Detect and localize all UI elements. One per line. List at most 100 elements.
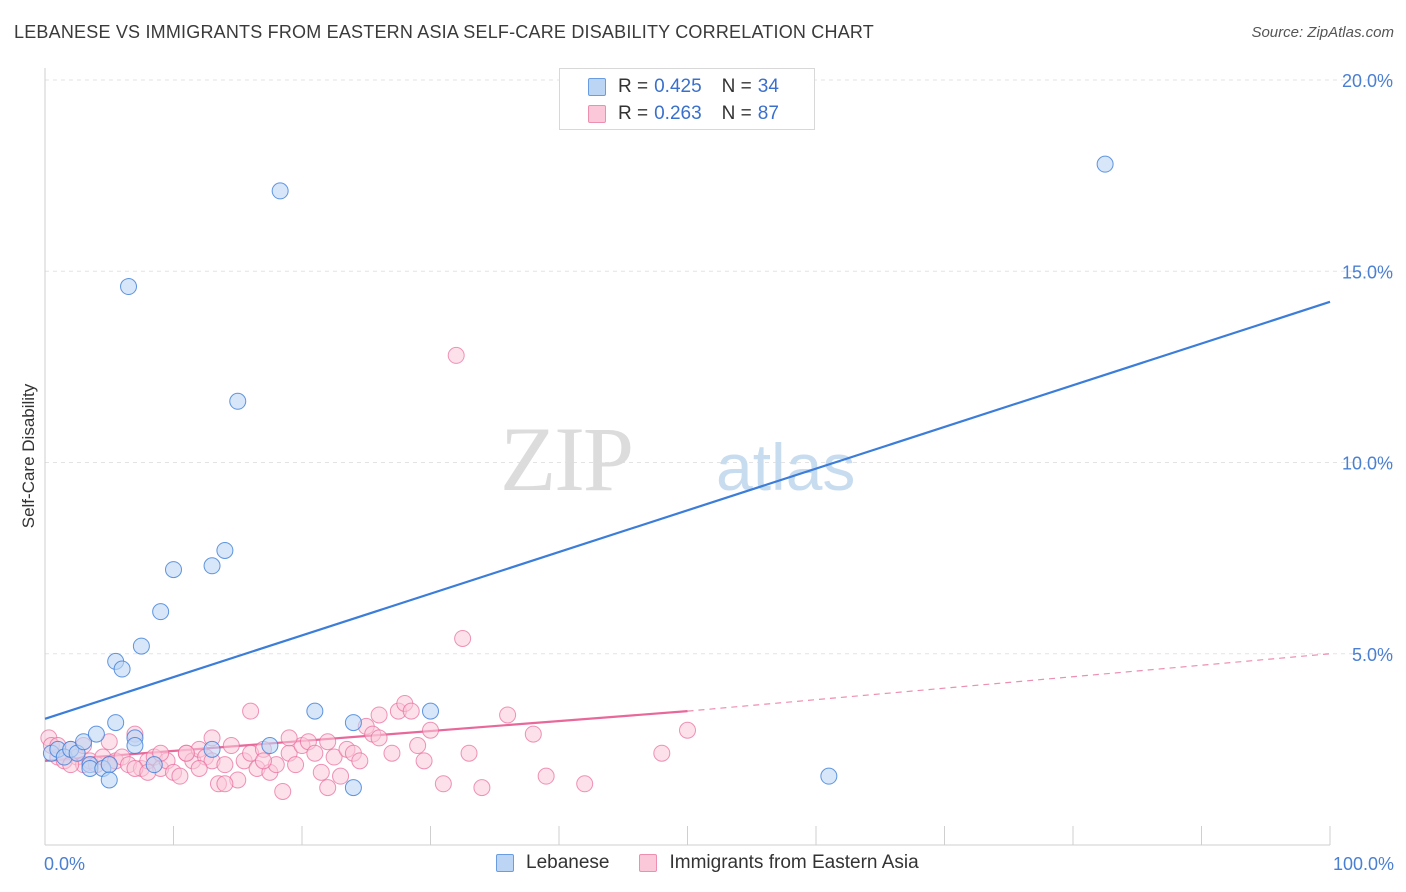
y-tick-label: 15.0% (1342, 262, 1393, 282)
data-point-immigrants (524, 725, 542, 743)
x-tick-label: 100.0% (1333, 854, 1394, 874)
legend-item-immigrants: Immigrants from Eastern Asia (639, 852, 919, 874)
data-point-immigrants (319, 779, 337, 797)
data-point-lebanese (271, 182, 289, 200)
data-point-lebanese (132, 637, 150, 655)
data-point-lebanese (87, 725, 105, 743)
legend-r-value: 0.425 (654, 76, 702, 97)
data-point-lebanese (75, 733, 93, 751)
data-point-immigrants (415, 752, 433, 770)
data-point-immigrants (274, 782, 292, 800)
data-point-lebanese (422, 702, 439, 720)
data-point-immigrants (332, 767, 350, 785)
data-point-lebanese (145, 756, 163, 774)
data-point-immigrants (222, 737, 240, 755)
trend-lines-lebanese (44, 300, 1331, 720)
data-point-immigrants (216, 775, 234, 793)
data-point-immigrants (537, 767, 555, 785)
data-point-immigrants (383, 744, 401, 762)
data-point-immigrants (254, 752, 272, 770)
data-point-lebanese (152, 603, 170, 621)
data-point-immigrants (499, 706, 517, 724)
legend-series: Lebanese Immigrants from Eastern Asia (496, 852, 919, 874)
data-point-immigrants (422, 721, 439, 739)
y-tick-label: 20.0% (1342, 71, 1393, 91)
data-point-immigrants (177, 744, 195, 762)
legend-n-label: N = (721, 103, 752, 124)
data-point-immigrants (447, 346, 465, 364)
data-point-immigrants (171, 767, 189, 785)
data-point-lebanese (120, 278, 138, 296)
points-lebanese (42, 155, 1114, 797)
data-point-immigrants (325, 748, 343, 766)
data-point-immigrants (216, 756, 234, 774)
data-point-lebanese (203, 740, 221, 758)
data-point-lebanese (1096, 155, 1114, 173)
data-point-lebanese (261, 737, 279, 755)
data-point-immigrants (100, 733, 118, 751)
data-point-lebanese (100, 771, 118, 789)
legend-n-label: N = (721, 76, 752, 97)
data-point-lebanese (229, 392, 247, 410)
data-point-immigrants (370, 706, 388, 724)
data-point-immigrants (460, 744, 478, 762)
data-point-immigrants (679, 721, 696, 739)
watermark: ZIP atlas (500, 408, 855, 510)
data-point-immigrants (454, 629, 472, 647)
legend-stats: R = 0.425 N = 34 R = 0.263 N = 87 (559, 68, 815, 130)
data-point-immigrants (653, 744, 671, 762)
legend-swatch-lebanese (588, 78, 606, 96)
legend-swatch-lebanese (496, 854, 514, 872)
data-point-immigrants (473, 779, 491, 797)
data-point-immigrants (351, 752, 369, 770)
data-point-immigrants (280, 729, 298, 747)
data-point-lebanese (306, 702, 324, 720)
data-point-immigrants (434, 775, 452, 793)
x-tick-label: 0.0% (44, 854, 85, 874)
data-point-immigrants (242, 702, 260, 720)
data-point-immigrants (319, 733, 337, 751)
legend-n-value: 87 (757, 103, 779, 124)
legend-swatch-immigrants (588, 105, 606, 123)
data-point-immigrants (576, 775, 594, 793)
data-point-lebanese (344, 714, 362, 732)
data-point-immigrants (402, 702, 420, 720)
legend-item-lebanese: Lebanese (496, 852, 609, 874)
legend-swatch-immigrants (639, 854, 658, 872)
y-tick-label: 10.0% (1342, 454, 1393, 474)
data-point-immigrants (370, 729, 388, 747)
data-point-lebanese (203, 557, 221, 575)
data-point-immigrants (409, 737, 427, 755)
data-point-lebanese (100, 756, 118, 774)
legend-r-value: 0.263 (654, 103, 702, 124)
legend-label-lebanese: Lebanese (526, 852, 610, 873)
y-tick-label: 5.0% (1352, 645, 1393, 665)
legend-label-immigrants: Immigrants from Eastern Asia (669, 852, 919, 873)
data-point-immigrants (312, 763, 330, 781)
axes (44, 68, 1331, 846)
legend-r-label: R = (618, 76, 649, 97)
legend-row-immigrants: R = 0.263 N = 87 (560, 102, 779, 126)
data-point-lebanese (107, 714, 125, 732)
data-point-lebanese (820, 767, 838, 785)
grid-lines (45, 79, 1395, 655)
watermark-atlas: atlas (716, 430, 855, 504)
watermark-zip: ZIP (500, 408, 632, 510)
data-point-immigrants (190, 760, 208, 777)
data-point-lebanese (165, 561, 182, 579)
data-point-lebanese (344, 779, 362, 797)
data-point-lebanese (113, 660, 131, 678)
legend-n-value: 34 (757, 76, 779, 97)
data-point-immigrants (287, 756, 305, 774)
axis-labels: 5.0% 10.0% 15.0% 20.0% 0.0% 100.0% Self-Care D… (19, 71, 1394, 874)
data-point-lebanese (216, 541, 234, 559)
trend-line-lebanese (44, 300, 1331, 720)
legend-r-label: R = (618, 103, 649, 124)
chart-title: LEBANESE VS IMMIGRANTS FROM EASTERN ASIA… (14, 22, 874, 42)
data-point-lebanese (126, 737, 144, 755)
legend-row-lebanese: R = 0.425 N = 34 (560, 75, 779, 99)
trend-line-immigrants-dashed (687, 653, 1331, 712)
chart-source: Source: ZipAtlas.com (1251, 24, 1394, 41)
y-axis-label: Self-Care Disability (19, 383, 38, 528)
